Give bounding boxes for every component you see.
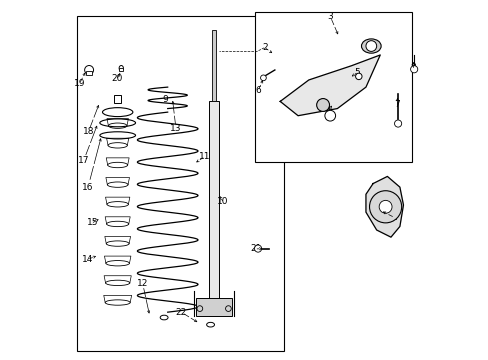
Bar [196, 298, 231, 316]
Text: 1: 1 [391, 213, 397, 222]
Circle shape [410, 66, 417, 73]
Polygon shape [280, 55, 380, 116]
Circle shape [394, 120, 401, 127]
Text: 12: 12 [137, 279, 148, 288]
Circle shape [260, 75, 266, 81]
Text: 14: 14 [82, 255, 94, 264]
Text: 21: 21 [250, 244, 262, 253]
Text: 11: 11 [198, 152, 210, 161]
Text: 5: 5 [353, 68, 359, 77]
Text: 7: 7 [394, 100, 400, 109]
Text: 18: 18 [82, 127, 94, 136]
Circle shape [324, 111, 335, 121]
Text: 9: 9 [162, 95, 168, 104]
Ellipse shape [361, 39, 380, 53]
Circle shape [369, 191, 401, 223]
Text: 22: 22 [175, 308, 186, 317]
Text: 3: 3 [326, 12, 332, 21]
Bar [255, 12, 411, 162]
Text: 13: 13 [170, 124, 181, 133]
Bar [86, 71, 92, 75]
Circle shape [254, 245, 261, 252]
Circle shape [365, 41, 376, 51]
Text: 4: 4 [325, 106, 330, 115]
Circle shape [378, 201, 391, 213]
Text: 17: 17 [78, 156, 89, 165]
Text: 6: 6 [255, 86, 261, 95]
Text: 19: 19 [74, 79, 85, 88]
Polygon shape [365, 176, 403, 237]
Circle shape [316, 99, 329, 111]
Bar [77, 16, 283, 351]
Text: 2: 2 [262, 43, 267, 52]
Bar [209, 102, 219, 316]
Text: 10: 10 [217, 197, 228, 206]
Bar [119, 68, 123, 71]
Text: 16: 16 [82, 183, 94, 192]
Text: 20: 20 [111, 75, 122, 84]
Bar [114, 95, 121, 103]
Text: 8: 8 [409, 63, 415, 72]
Text: 15: 15 [86, 219, 98, 228]
Ellipse shape [355, 73, 361, 80]
Bar [212, 30, 216, 102]
